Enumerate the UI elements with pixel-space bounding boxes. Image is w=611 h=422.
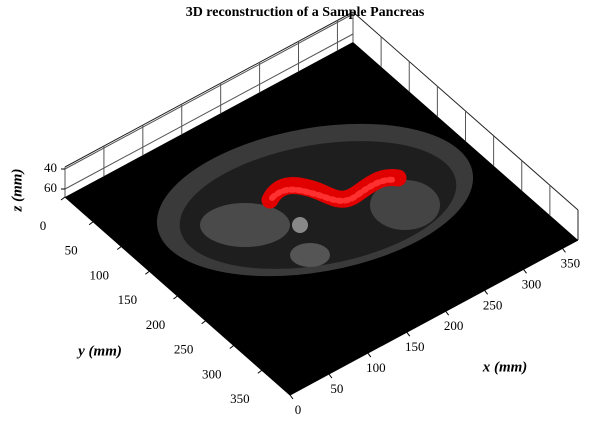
y-tick-label: 50	[65, 243, 78, 258]
z-tick-label: 40	[44, 160, 57, 175]
x-tick-label: 0	[295, 402, 302, 417]
x-tick-label: 50	[330, 381, 343, 396]
chart-title: 3D reconstruction of a Sample Pancreas	[186, 5, 425, 20]
y-tick-label: 100	[90, 267, 110, 282]
y-tick	[257, 369, 263, 374]
grid-line	[64, 33, 354, 190]
y-tick	[201, 320, 206, 325]
organ	[370, 180, 440, 230]
ct-slice	[156, 123, 474, 277]
x-tick	[406, 331, 411, 337]
x-tick	[328, 373, 333, 379]
y-tick	[229, 345, 235, 349]
z-axis-label: z (mm)	[9, 169, 25, 213]
x-axis-line	[289, 239, 579, 396]
x-tick-label: 150	[405, 339, 425, 354]
x-tick-label: 250	[483, 297, 503, 312]
grid-line	[64, 13, 354, 170]
y-tick	[60, 196, 66, 201]
y-tick-label: 250	[174, 342, 194, 357]
x-tick-label: 200	[444, 318, 464, 333]
y-tick-label: 0	[40, 218, 47, 233]
x-tick-label: 350	[561, 255, 581, 270]
y-tick-label: 200	[146, 317, 166, 332]
x-axis-label: x (mm)	[482, 359, 528, 375]
axes: 0 50 100 150 200 250 300 350 0 50 100 150 200 250 300 3…	[40, 160, 580, 417]
y-tick-label: 350	[230, 391, 250, 406]
y-axis-label: y (mm)	[76, 343, 122, 359]
spine	[292, 217, 308, 233]
x-tick	[289, 394, 294, 400]
y-tick	[116, 246, 122, 250]
organ	[200, 203, 290, 247]
y-tick	[88, 221, 94, 226]
x-tick	[367, 352, 372, 358]
y-tick	[173, 295, 178, 300]
x-tick	[484, 289, 488, 295]
z-tick-label: 60	[44, 180, 57, 195]
x-tick-label: 100	[366, 360, 386, 375]
pancreas-highlight	[269, 176, 399, 204]
x-tick	[445, 310, 450, 316]
x-tick	[523, 269, 527, 274]
organ	[290, 243, 330, 267]
x-tick-label: 300	[522, 276, 542, 291]
y-tick	[145, 270, 150, 275]
box-edge	[64, 11, 354, 168]
y-tick-label: 300	[202, 366, 222, 381]
y-tick-label: 150	[118, 292, 138, 307]
x-tick	[562, 248, 566, 253]
